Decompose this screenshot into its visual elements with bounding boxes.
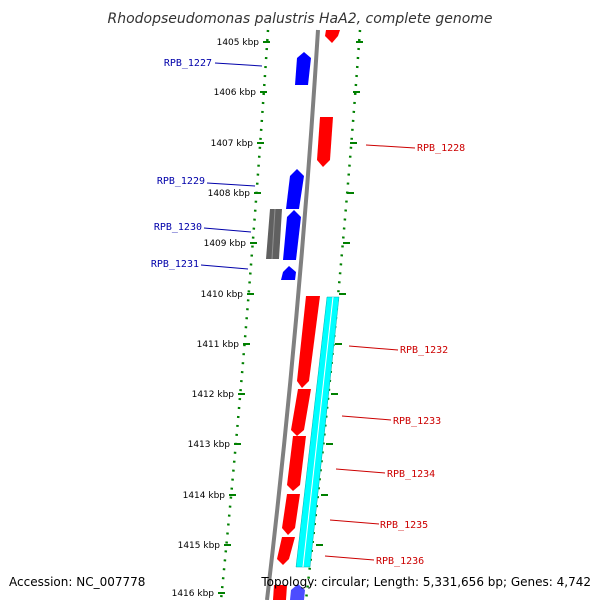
gene-label[interactable]: RPB_1229 [157, 176, 205, 187]
kbp-label: 1408 kbp [208, 189, 251, 199]
map-title: Rhodopseudomonas palustris HaA2, complet… [107, 11, 492, 27]
highlight-region [295, 296, 340, 568]
gene-label[interactable]: RPB_1230 [154, 222, 202, 233]
gene-rpb-1232[interactable] [297, 296, 320, 388]
kbp-label: 1407 kbp [211, 139, 254, 149]
label-rpb-1233[interactable]: RPB_1233 [341, 415, 441, 427]
gene-rpb-1227[interactable] [295, 52, 311, 85]
kbp-label: 1410 kbp [201, 290, 244, 300]
gene-rpb-1233[interactable] [291, 389, 311, 436]
gene-label[interactable]: RPB_1235 [380, 520, 428, 531]
kbp-label: 1406 kbp [214, 88, 257, 98]
ruler-left [219, 29, 270, 600]
gene-bottom-reverse[interactable] [273, 585, 287, 600]
gene-label[interactable]: RPB_1232 [400, 345, 448, 356]
kbp-label: 1412 kbp [192, 390, 235, 400]
kbp-tick-1405: 1405 kbp [217, 38, 270, 48]
kbp-tick-1415: 1415 kbp [178, 541, 231, 551]
kbp-tick-1408: 1408 kbp [208, 189, 261, 199]
gene-rpb-1234[interactable] [287, 436, 306, 491]
label-rpb-1227[interactable]: RPB_1227 [164, 58, 263, 69]
ruler-right-ticks [316, 41, 363, 546]
kbp-tick-1412: 1412 kbp [192, 390, 245, 400]
kbp-label: 1409 kbp [204, 239, 247, 249]
label-rpb-1235[interactable]: RPB_1235 [329, 519, 428, 531]
kbp-label: 1415 kbp [178, 541, 221, 551]
label-rpb-1232[interactable]: RPB_1232 [348, 345, 448, 356]
label-rpb-1231[interactable]: RPB_1231 [151, 259, 249, 270]
kbp-label: 1414 kbp [183, 491, 226, 501]
kbp-tick-1409: 1409 kbp [204, 239, 257, 249]
topology-text: Topology: circular; Length: 5,331,656 bp… [260, 575, 591, 589]
label-rpb-1234[interactable]: RPB_1234 [335, 468, 435, 480]
kbp-tick-1406: 1406 kbp [214, 88, 267, 98]
gene-label[interactable]: RPB_1227 [164, 58, 212, 69]
kbp-tick-1410: 1410 kbp [201, 290, 254, 300]
label-rpb-1229[interactable]: RPB_1229 [157, 176, 256, 187]
gene-rpb-1235[interactable] [282, 494, 300, 535]
gene-label[interactable]: RPB_1228 [417, 143, 465, 154]
label-rpb-1236[interactable]: RPB_1236 [324, 555, 424, 567]
kbp-label: 1413 kbp [188, 440, 231, 450]
genome-backbone [265, 29, 320, 600]
kbp-tick-1416: 1416 kbp [172, 589, 225, 599]
kbp-tick-1414: 1414 kbp [183, 491, 236, 501]
gene-top-reverse[interactable] [325, 30, 340, 43]
gene-rpb-1236[interactable] [277, 537, 295, 565]
label-rpb-1230[interactable]: RPB_1230 [154, 222, 252, 233]
gene-label[interactable]: RPB_1236 [376, 556, 424, 567]
kbp-scale: 1405 kbp 1406 kbp 1407 kbp 1408 kbp 1409… [172, 38, 270, 599]
gene-label[interactable]: RPB_1234 [387, 469, 435, 480]
gene-label[interactable]: RPB_1233 [393, 416, 441, 427]
gene-bottom-forward[interactable] [290, 584, 305, 600]
label-rpb-1228[interactable]: RPB_1228 [365, 143, 465, 154]
kbp-label: 1411 kbp [197, 340, 240, 350]
kbp-label: 1416 kbp [172, 589, 215, 599]
kbp-tick-1407: 1407 kbp [211, 139, 264, 149]
gene-rpb-1230[interactable] [283, 210, 301, 260]
gene-rpb-1231[interactable] [281, 266, 296, 280]
gene-rpb-1228[interactable] [317, 117, 333, 167]
kbp-label: 1405 kbp [217, 38, 260, 48]
kbp-tick-1411: 1411 kbp [197, 340, 250, 350]
feature-gray [266, 208, 282, 260]
accession-text: Accession: NC_007778 [9, 575, 145, 589]
gene-rpb-1229[interactable] [286, 169, 304, 209]
kbp-tick-1413: 1413 kbp [188, 440, 241, 450]
gene-label[interactable]: RPB_1231 [151, 259, 199, 270]
